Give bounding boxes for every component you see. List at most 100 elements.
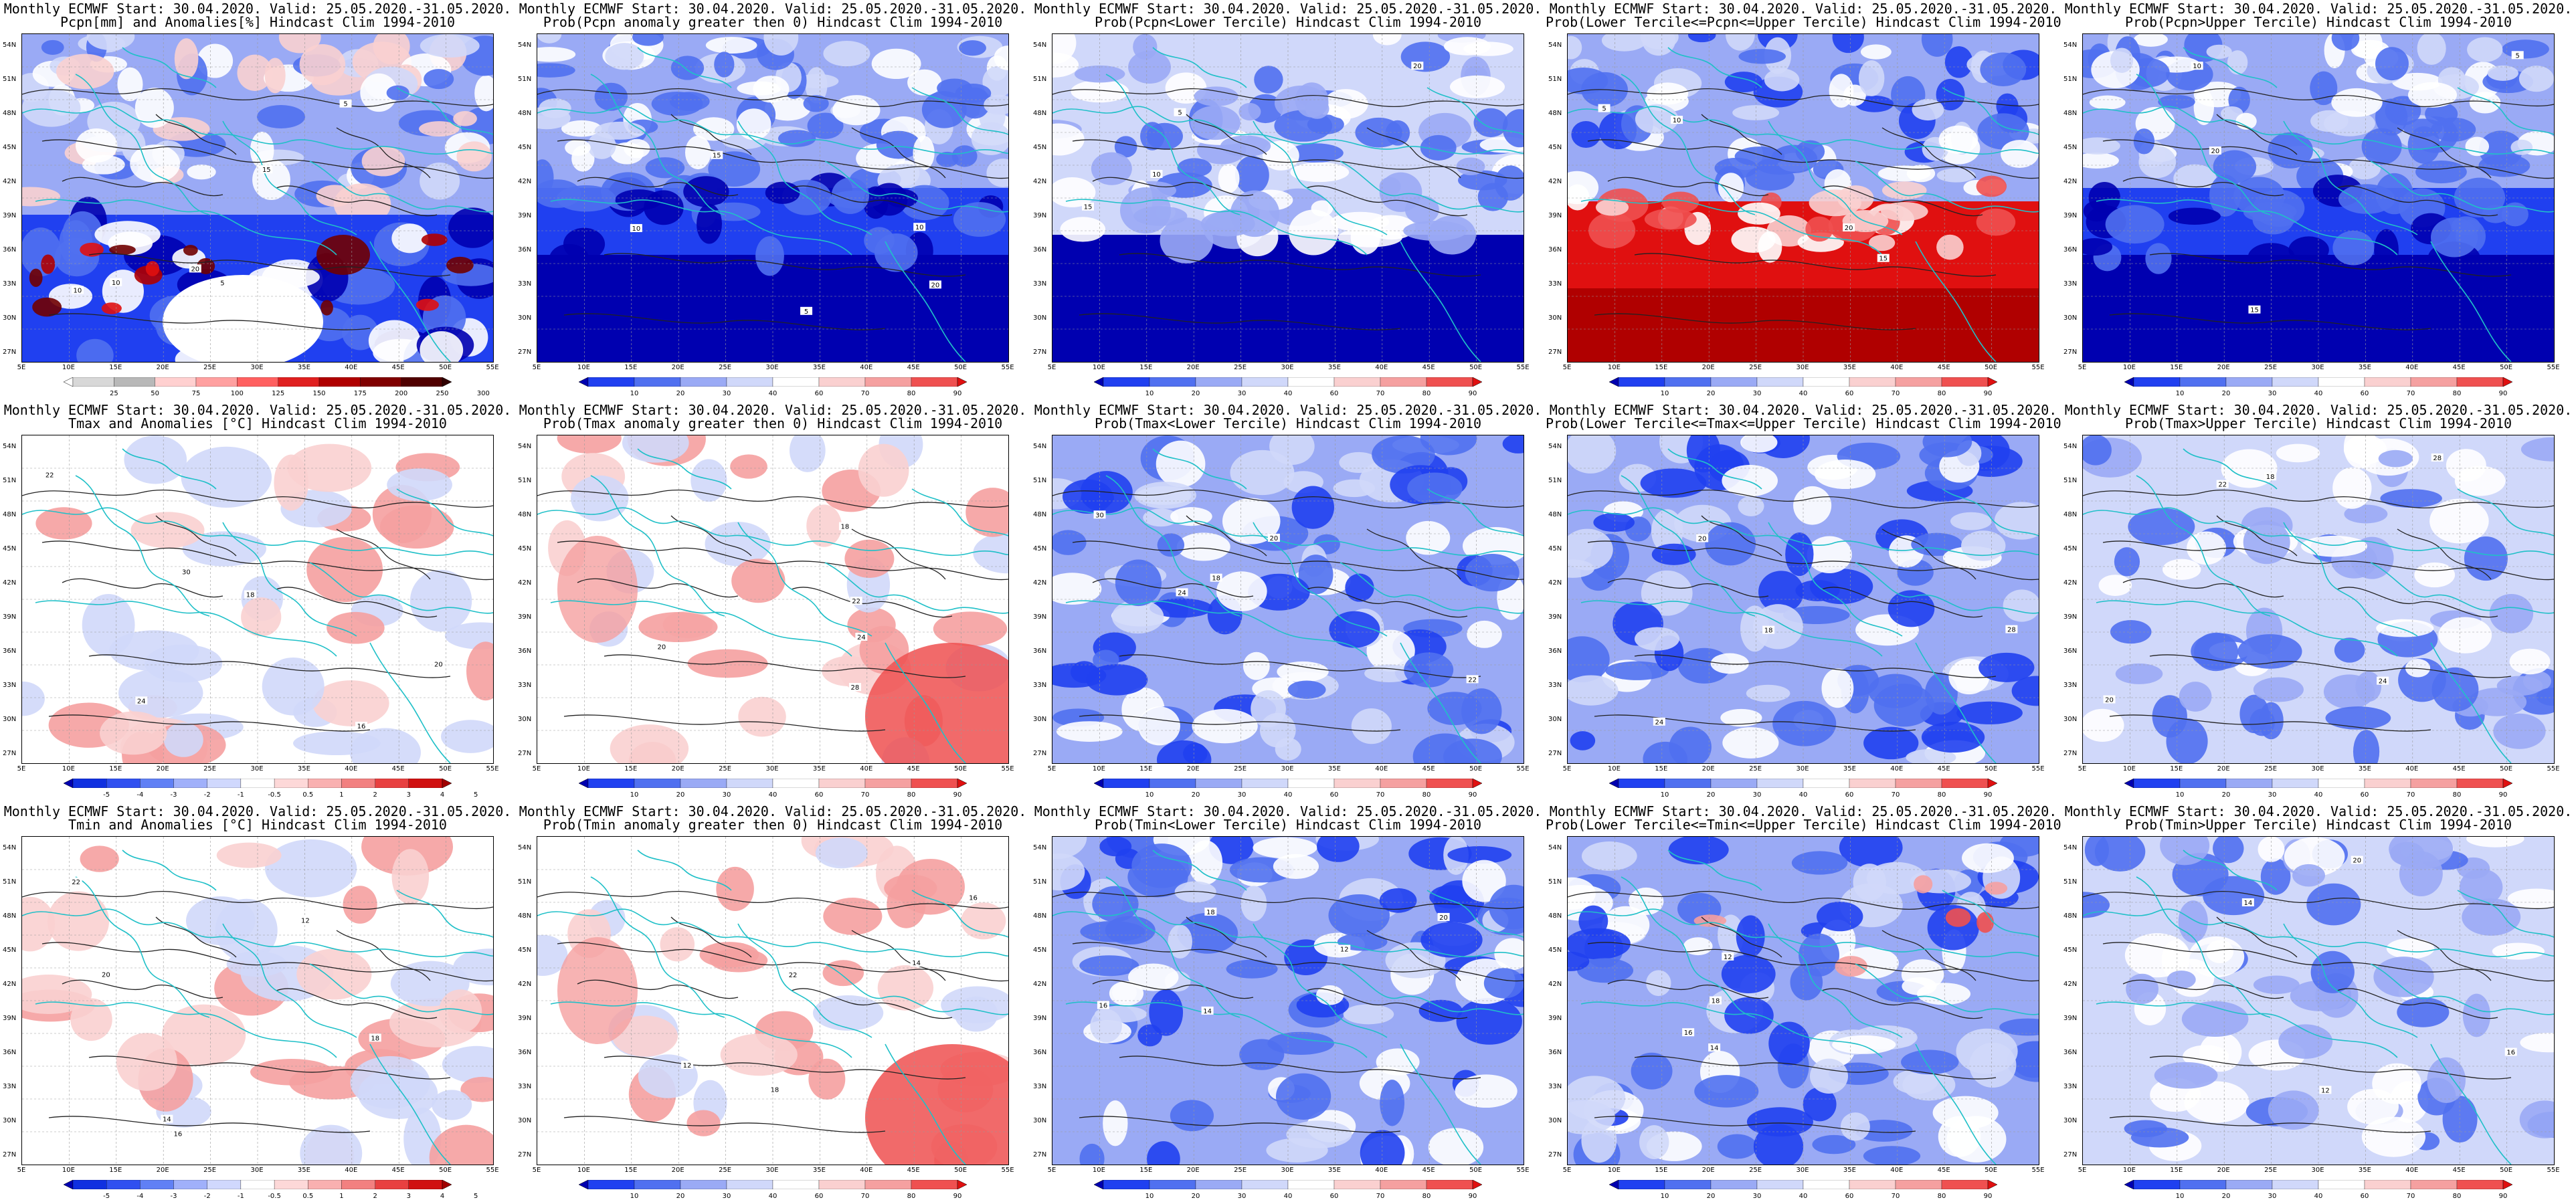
- coastline: [22, 47, 493, 362]
- panel-title-line2: Prob(Lower Tercile<=Tmax<=Upper Tercile)…: [1546, 415, 2061, 431]
- longitude-label: 5E: [1047, 1167, 1056, 1174]
- latitude-label: 42N: [3, 178, 17, 185]
- colorbar-label: 80: [907, 791, 916, 799]
- latitude-label: 51N: [1548, 878, 1562, 886]
- colorbar-label: 10: [1660, 390, 1669, 397]
- longitude-label: 50E: [1469, 364, 1483, 371]
- contour-lines: [1568, 489, 2039, 732]
- latitude-label: 39N: [2063, 1015, 2078, 1022]
- contour-lines: [2083, 489, 2554, 732]
- longitude-label: 50E: [1985, 1167, 1998, 1174]
- coastline: [1568, 47, 2039, 362]
- map-area: 10 5 15 20: [1567, 33, 2039, 363]
- contour-label: 10: [74, 287, 82, 294]
- contour-label: 28: [2433, 455, 2442, 462]
- contour-label: 16: [173, 1131, 182, 1138]
- colorbar-label: 25: [109, 390, 118, 397]
- longitude-label: 55E: [1516, 1167, 1530, 1174]
- longitude-label: 10E: [577, 1167, 590, 1174]
- panel-title-line1: Monthly ECMWF Start: 30.04.2020. Valid: …: [519, 1, 1027, 17]
- colorbar-label: 75: [191, 390, 201, 397]
- longitude-label: 50E: [439, 364, 452, 371]
- longitude-label: 35E: [297, 364, 310, 371]
- contour-label-bg: [2209, 146, 2221, 155]
- latitude-label: 42N: [518, 981, 532, 988]
- latitude-label: 30N: [2063, 716, 2078, 723]
- coastline: [22, 448, 493, 763]
- contour-label: 20: [1413, 63, 1422, 70]
- latitude-label: 48N: [2063, 511, 2078, 518]
- longitude-label: 40E: [1890, 765, 1904, 773]
- latitude-label: 39N: [518, 613, 532, 621]
- contour-label: 10: [915, 224, 924, 231]
- latitude-label: 51N: [1033, 878, 1047, 886]
- graticule: [2083, 435, 2554, 763]
- longitude-label: 55E: [486, 1167, 499, 1174]
- colorbar-label: 90: [1983, 390, 1993, 397]
- longitude-label: 50E: [2500, 1167, 2513, 1174]
- contour-label: 24: [137, 698, 146, 705]
- map-canvas: 10 5 15 20 10: [537, 34, 1008, 362]
- latitude-label: 27N: [3, 750, 17, 757]
- contour-label-bg: [2511, 51, 2524, 60]
- latitude-label: 51N: [3, 477, 17, 484]
- longitude-label: 40E: [345, 364, 358, 371]
- contour-label-bg: [2103, 695, 2116, 704]
- longitude-label: 20E: [1186, 765, 1200, 773]
- forecast-panel: Monthly ECMWF Start: 30.04.2020. Valid: …: [1030, 0, 1546, 401]
- longitude-label: 20E: [156, 364, 169, 371]
- map-area: 10 20 15 5: [2082, 33, 2555, 363]
- latitude-label: 42N: [1033, 981, 1047, 988]
- longitude-label: 55E: [2547, 765, 2560, 773]
- longitude-label: 40E: [2405, 765, 2419, 773]
- contour-label-bg: [1466, 675, 1479, 684]
- colorbar: [64, 1180, 452, 1189]
- longitude-label: 30E: [250, 364, 264, 371]
- colorbar-label: 80: [1937, 1193, 1946, 1200]
- longitude-label: 5E: [2078, 765, 2087, 773]
- colorbar: [1609, 377, 1997, 387]
- latitude-label: 39N: [2063, 613, 2078, 621]
- longitude-label: 20E: [156, 765, 169, 773]
- colorbar: [1609, 1180, 1997, 1189]
- contour-label-bg: [432, 660, 445, 668]
- contour-label: 18: [771, 1087, 779, 1094]
- latitude-label: 45N: [3, 545, 17, 553]
- latitude-label: 33N: [1033, 682, 1047, 689]
- longitude-label: 30E: [1796, 364, 1809, 371]
- colorbar-label: 40: [1283, 1193, 1293, 1200]
- latitude-label: 45N: [518, 144, 532, 151]
- latitude-label: 42N: [1033, 178, 1047, 185]
- colorbar: [2124, 377, 2512, 387]
- latitude-label: 33N: [1033, 280, 1047, 288]
- graticule: [537, 34, 1008, 362]
- longitude-label: 35E: [812, 364, 826, 371]
- longitude-label: 10E: [577, 765, 590, 773]
- longitude-label: 50E: [1469, 1167, 1483, 1174]
- colorbar-label: 90: [1468, 791, 1477, 799]
- colorbar-label: -4: [136, 1193, 144, 1200]
- colorbar-label: 90: [953, 1193, 962, 1200]
- map-canvas: 22 18 24 28 20: [2083, 435, 2554, 763]
- colorbar-label: 70: [860, 390, 870, 397]
- colorbar-label: 0.5: [302, 791, 314, 799]
- longitude-label: 30E: [1281, 364, 1294, 371]
- colorbar-label: 5: [473, 1193, 478, 1200]
- contour-label-bg: [1097, 1001, 1109, 1009]
- longitude-label: 30E: [1796, 1167, 1809, 1174]
- latitude-label: 42N: [518, 178, 532, 185]
- contour-label: 24: [2379, 678, 2387, 686]
- colorbar-label: 70: [860, 1193, 870, 1200]
- colorbar-label: 2: [373, 1193, 377, 1200]
- panel-title-line1: Monthly ECMWF Start: 30.04.2020. Valid: …: [1034, 402, 1542, 418]
- colorbar-label: -2: [203, 1193, 211, 1200]
- forecast-panel: Monthly ECMWF Start: 30.04.2020. Valid: …: [515, 401, 1030, 803]
- latitude-label: 48N: [3, 912, 17, 920]
- colorbar-label: 80: [2452, 390, 2462, 397]
- colorbar-label: 80: [1937, 791, 1946, 799]
- longitude-label: 20E: [2217, 364, 2230, 371]
- longitude-label: 10E: [1607, 1167, 1621, 1174]
- contour-label: 15: [713, 153, 721, 160]
- map-canvas: 14 16 12 20 18: [1052, 837, 1524, 1165]
- latitude-label: 51N: [518, 477, 532, 484]
